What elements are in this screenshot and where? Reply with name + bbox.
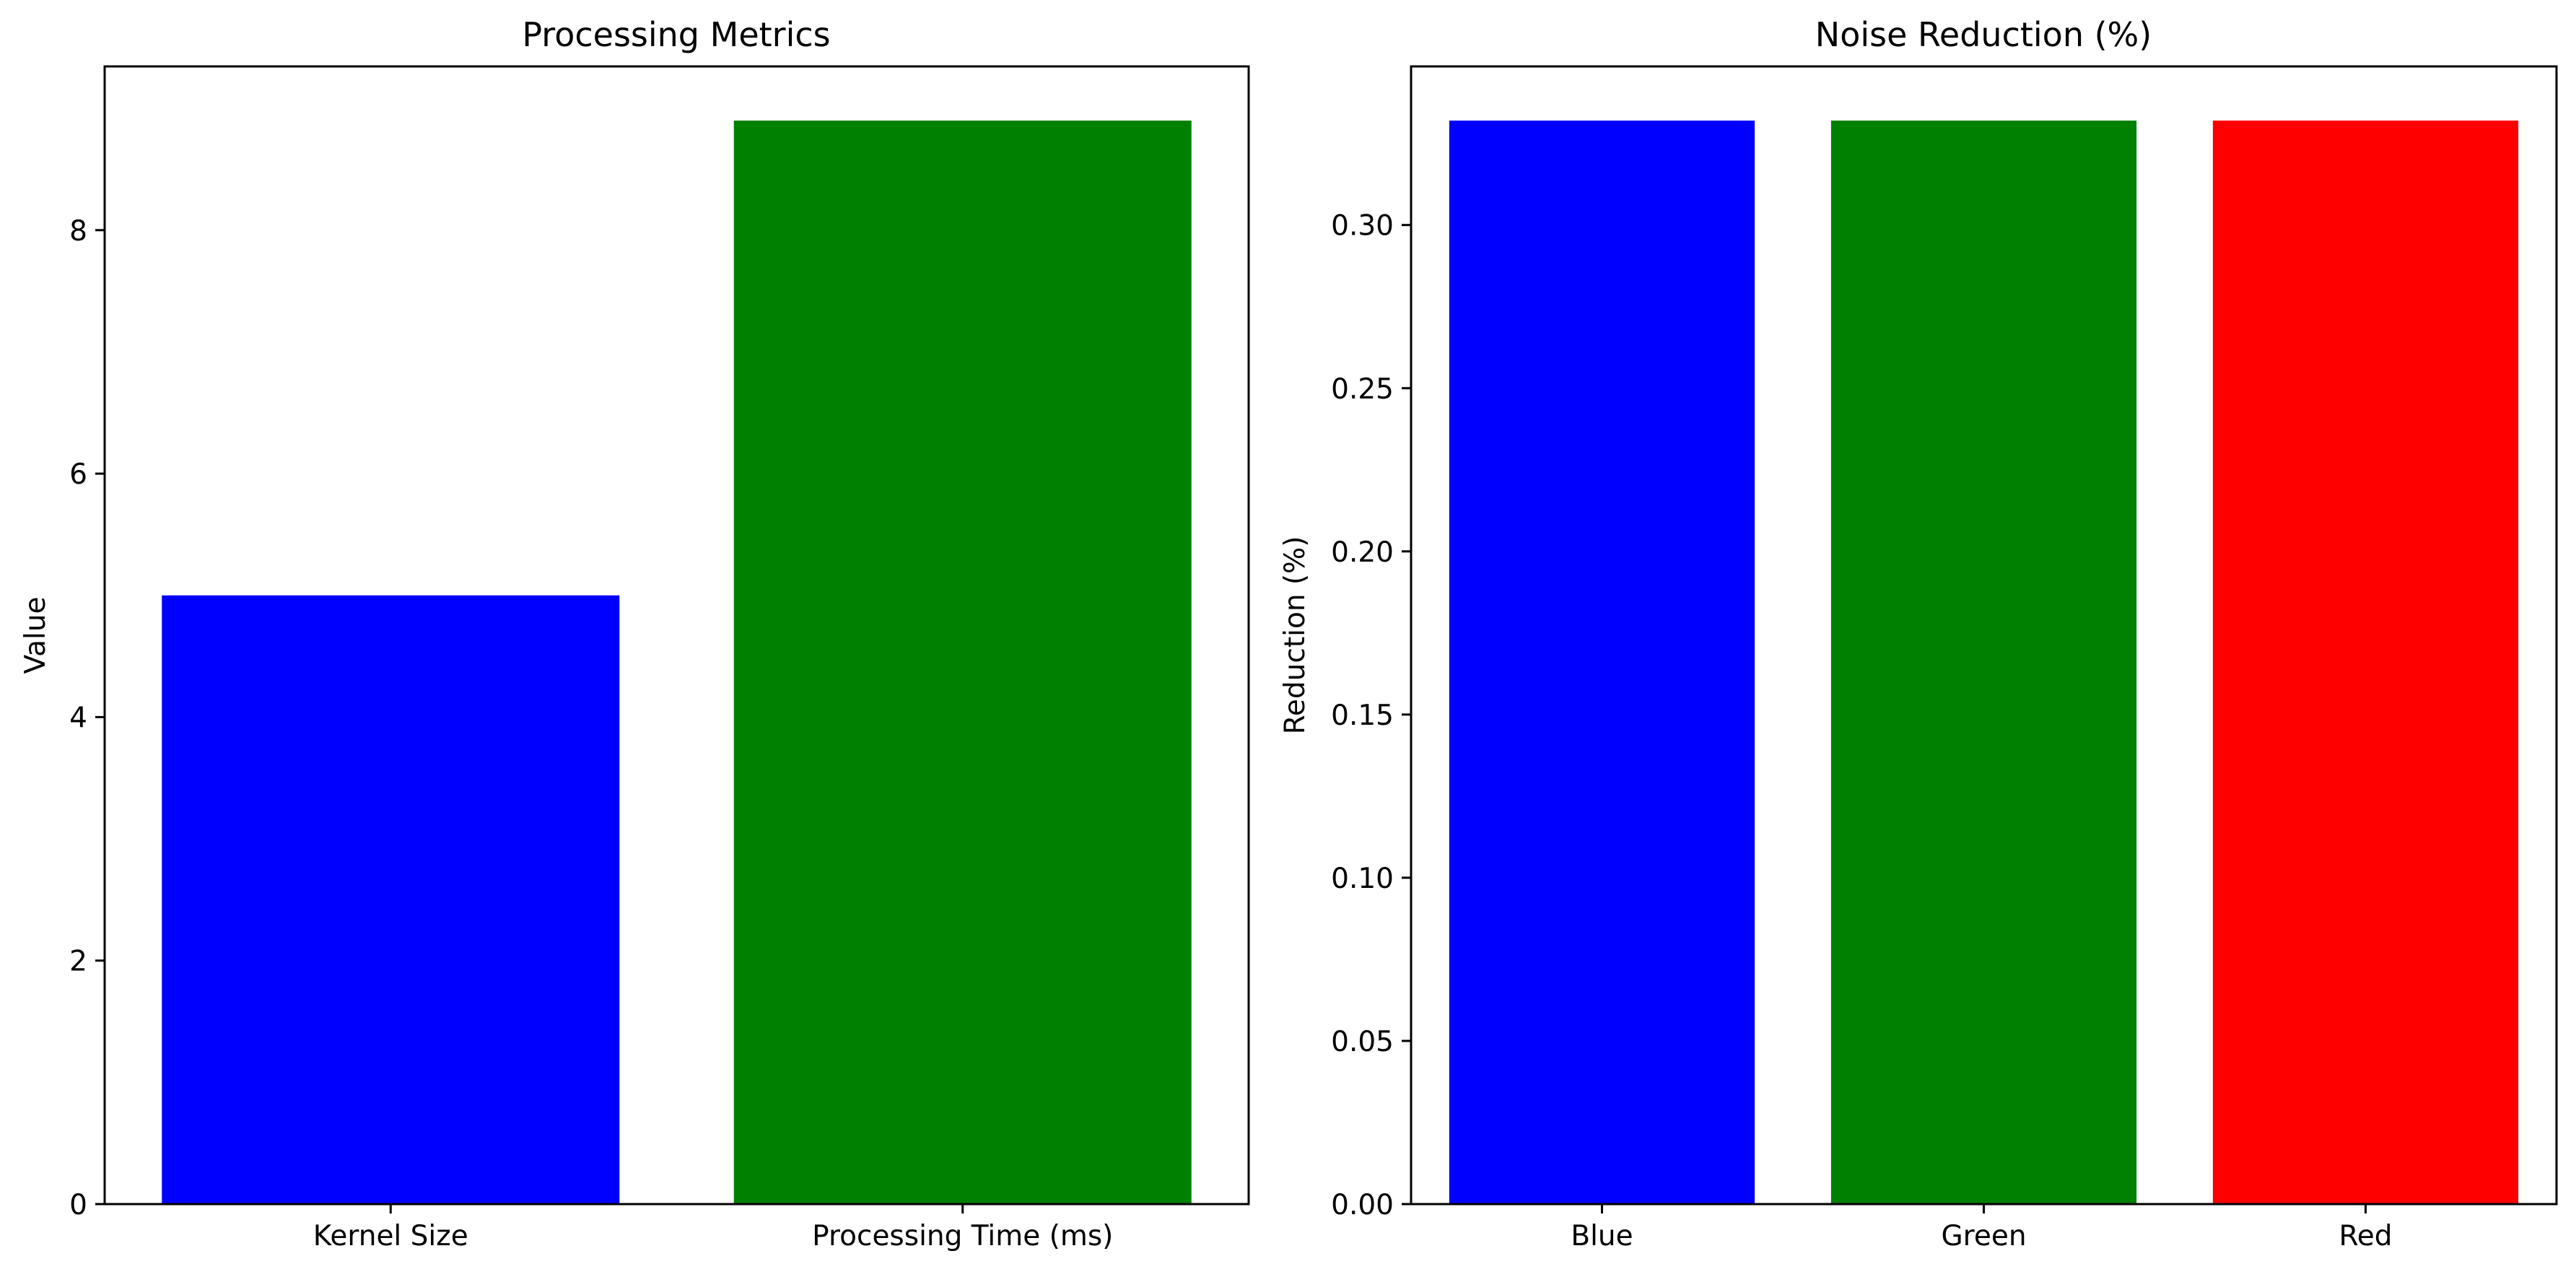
bars: [162, 121, 1192, 1205]
bar-processing-time-ms: [733, 121, 1192, 1205]
y-tick-label: 4: [69, 702, 87, 734]
y-tick-label: 6: [69, 458, 87, 491]
x-tick-label: Blue: [1571, 1220, 1633, 1252]
chart-title: Noise Reduction (%): [1815, 15, 2152, 54]
bar-blue: [1449, 121, 1755, 1205]
y-axis-label: Reduction (%): [1279, 536, 1311, 735]
y-axis-label: Value: [19, 596, 52, 674]
bar-green: [1830, 121, 2137, 1205]
y-tick-label: 0.30: [1331, 210, 1394, 243]
y-tick-label: 0.10: [1331, 863, 1394, 895]
x-tick-label: Processing Time (ms): [812, 1220, 1113, 1252]
y-tick-label: 0.25: [1331, 373, 1394, 406]
y-tick-label: 0.15: [1331, 699, 1394, 732]
x-tick-label: Green: [1941, 1220, 2026, 1252]
bar-red: [2212, 121, 2519, 1205]
y-tick-label: 0.20: [1331, 536, 1394, 569]
chart-title: Processing Metrics: [522, 15, 830, 54]
ticks: Kernel Size Processing Time (ms) 0 2 4 6 8: [69, 215, 1113, 1252]
bars: [1449, 121, 2519, 1205]
noise-reduction-chart: Noise Reduction (%) Reduction (%) Blue Gr…: [1279, 15, 2558, 1252]
y-tick-label: 0.05: [1331, 1026, 1394, 1058]
plot-area-frame: [1410, 65, 2558, 1206]
y-tick-label: 8: [69, 215, 87, 248]
bar-kernel-size: [162, 595, 620, 1204]
y-tick-label: 2: [69, 946, 87, 978]
y-tick-label: 0: [69, 1189, 87, 1221]
ticks: Blue Green Red 0.00 0.05 0.10 0.15 0.20 0.25 0.30: [1331, 210, 2392, 1252]
x-tick-label: Red: [2339, 1220, 2392, 1252]
x-tick-label: Kernel Size: [313, 1220, 468, 1252]
processing-metrics-chart: Processing Metrics Value Kernel Size Proc…: [19, 15, 1250, 1252]
plot-area-frame: [103, 65, 1250, 1206]
y-tick-label: 0.00: [1331, 1189, 1394, 1221]
